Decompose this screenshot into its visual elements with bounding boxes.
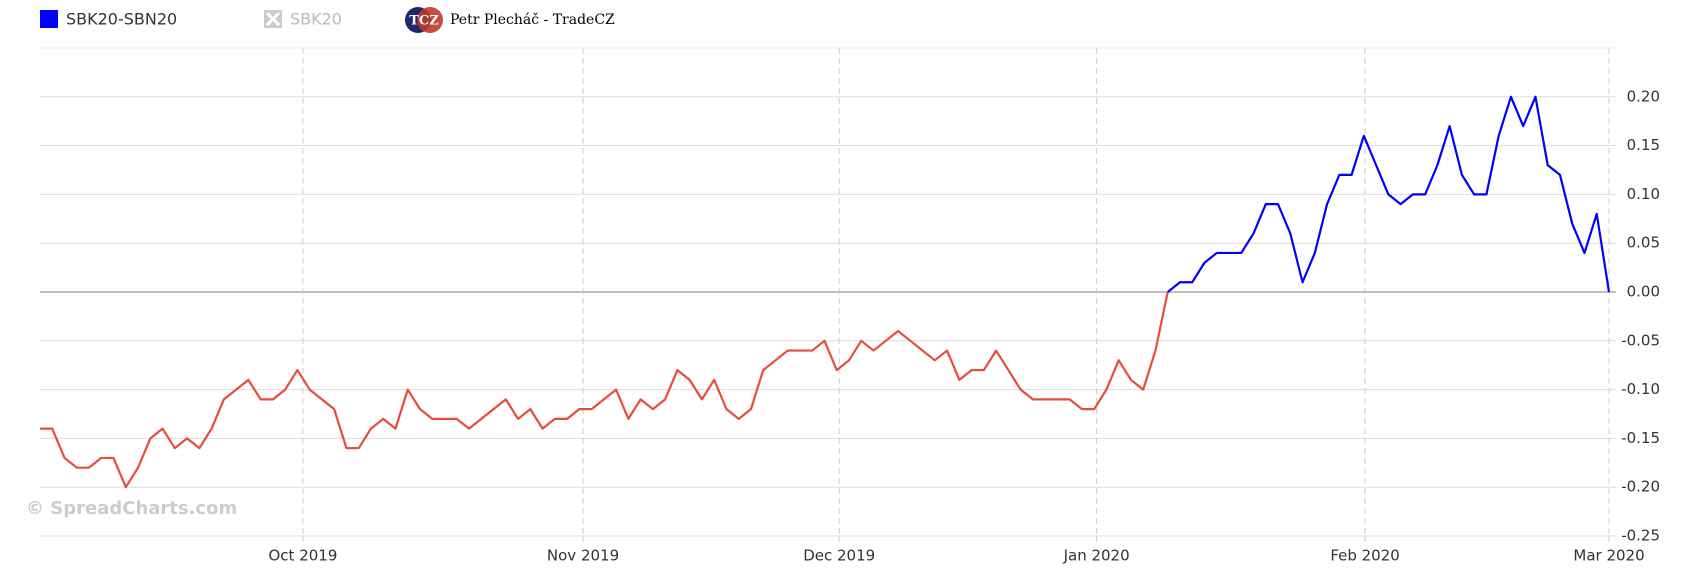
y-tick-label: -0.25 <box>1621 527 1660 545</box>
y-tick-label: 0.10 <box>1627 185 1660 203</box>
legend-label[interactable]: SBK20 <box>290 10 342 29</box>
y-tick-label: 0.05 <box>1627 234 1660 252</box>
y-tick-label: -0.05 <box>1621 331 1660 349</box>
x-tick-label: Dec 2019 <box>803 547 875 565</box>
legend-swatch[interactable] <box>40 10 58 28</box>
watermark: © SpreadCharts.com <box>26 498 237 519</box>
y-tick-label: 0.00 <box>1627 283 1660 301</box>
x-tick-label: Feb 2020 <box>1330 547 1400 565</box>
x-tick-label: Nov 2019 <box>547 547 619 565</box>
line-series <box>1167 95 1611 293</box>
x-tick-label: Mar 2020 <box>1573 547 1644 565</box>
credit-logo: TCZ <box>405 7 443 33</box>
credit[interactable]: Petr Plecháč - TradeCZ <box>450 12 615 28</box>
legend-label[interactable]: SBK20-SBN20 <box>66 10 177 29</box>
y-tick-label: -0.20 <box>1621 478 1660 496</box>
x-tick-label: Jan 2020 <box>1063 547 1130 565</box>
line-series <box>40 291 1169 489</box>
y-tick-label: -0.15 <box>1621 429 1660 447</box>
legend-swatch-disabled[interactable] <box>264 10 282 28</box>
axes: -0.25 -0.20 -0.15 -0.10 -0.05 0.00 0.05 0.10 0.1… <box>40 47 1660 565</box>
y-tick-label: -0.10 <box>1621 380 1660 398</box>
y-tick-label: 0.20 <box>1627 87 1660 105</box>
y-tick-label: 0.15 <box>1627 136 1660 154</box>
x-tick-label: Oct 2019 <box>268 547 337 565</box>
legend: SBK20-SBN20 SBK20 TCZ Petr Plecháč - Tra… <box>40 7 615 33</box>
plot <box>40 95 1611 489</box>
logo-text: TCZ <box>409 14 439 29</box>
